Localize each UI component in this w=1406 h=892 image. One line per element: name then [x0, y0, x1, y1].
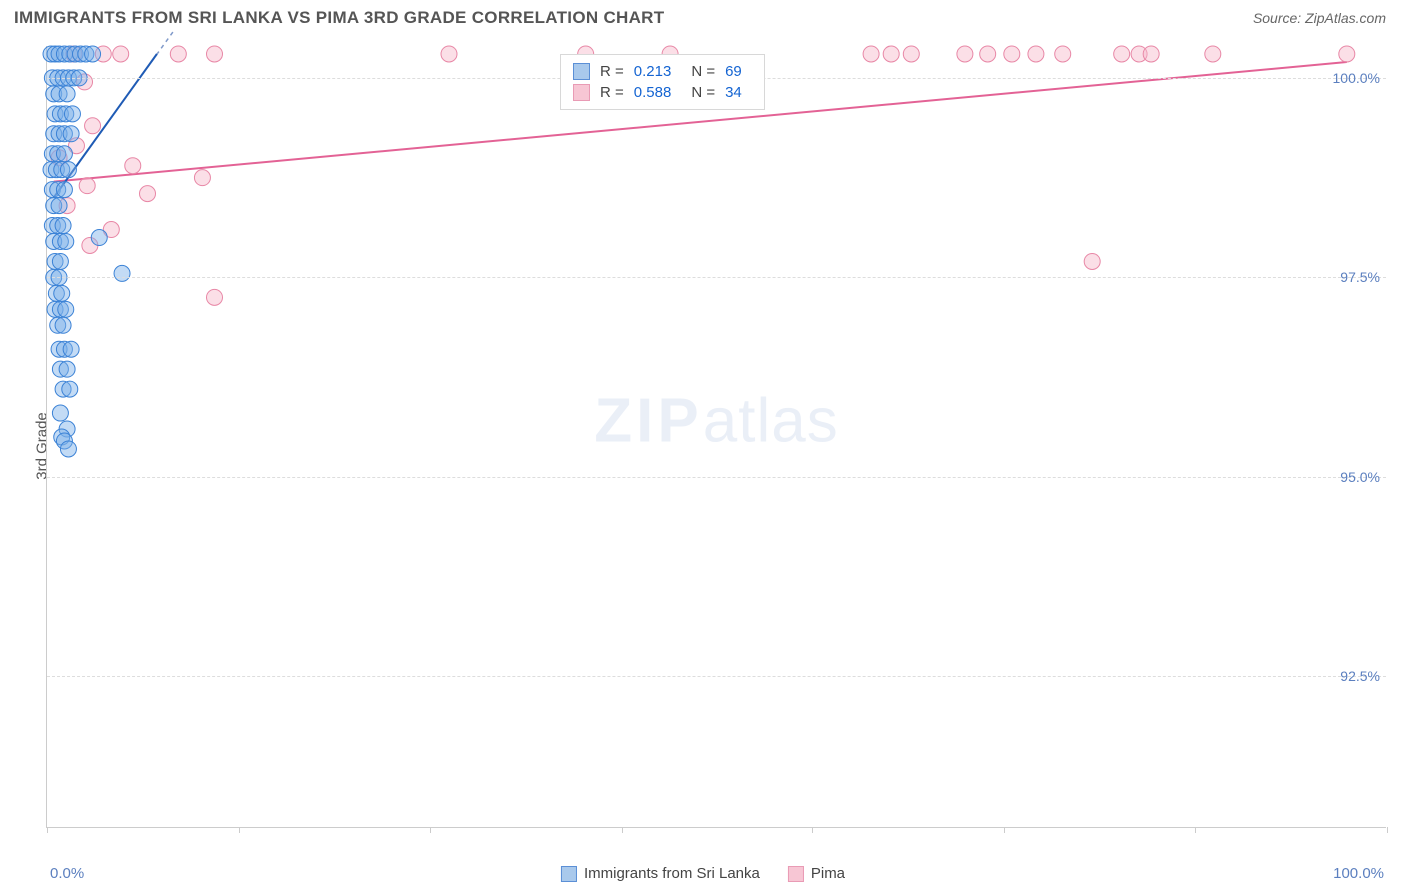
r-value-blue: 0.213 [634, 63, 672, 80]
scatter-svg [47, 46, 1386, 827]
legend-label-blue: Immigrants from Sri Lanka [584, 865, 760, 882]
data-point [85, 118, 101, 134]
data-point [58, 234, 74, 250]
swatch-pink-icon [573, 84, 590, 101]
data-point [55, 317, 71, 333]
source-attribution: Source: ZipAtlas.com [1253, 10, 1386, 26]
x-tick [239, 827, 240, 833]
data-point [980, 46, 996, 62]
x-tick [47, 827, 48, 833]
legend-item-pink: Pima [788, 865, 845, 882]
data-point [54, 285, 70, 301]
r-label: R = [600, 84, 624, 101]
data-point [51, 198, 67, 214]
data-point [1143, 46, 1159, 62]
gridline [47, 477, 1386, 478]
n-value-pink: 34 [725, 84, 742, 101]
y-tick-label: 92.5% [1340, 668, 1380, 684]
x-tick [1195, 827, 1196, 833]
y-tick-label: 95.0% [1340, 469, 1380, 485]
x-tick [1004, 827, 1005, 833]
x-tick [622, 827, 623, 833]
data-point [63, 126, 79, 142]
data-point [52, 405, 68, 421]
stats-row-pink: R = 0.588 N = 34 [573, 82, 752, 103]
data-point [125, 158, 141, 174]
data-point [62, 381, 78, 397]
gridline [47, 277, 1386, 278]
data-point [79, 178, 95, 194]
data-point [60, 162, 76, 178]
data-point [957, 46, 973, 62]
chart-title: IMMIGRANTS FROM SRI LANKA VS PIMA 3RD GR… [14, 8, 664, 28]
data-point [207, 46, 223, 62]
data-point [58, 301, 74, 317]
x-axis-min-label: 0.0% [50, 865, 84, 882]
data-point [56, 146, 72, 162]
data-point [60, 441, 76, 457]
data-point [55, 218, 71, 234]
data-point [1055, 46, 1071, 62]
x-tick [1387, 827, 1388, 833]
data-point [63, 341, 79, 357]
n-label: N = [691, 84, 715, 101]
data-point [1004, 46, 1020, 62]
r-value-pink: 0.588 [634, 84, 672, 101]
y-tick-label: 100.0% [1333, 70, 1380, 86]
n-label: N = [691, 63, 715, 80]
legend-label-pink: Pima [811, 865, 845, 882]
correlation-stats-box: R = 0.213 N = 69 R = 0.588 N = 34 [560, 54, 765, 110]
data-point [56, 182, 72, 198]
data-point [91, 230, 107, 246]
data-point [52, 253, 68, 269]
data-point [113, 46, 129, 62]
data-point [1339, 46, 1355, 62]
data-point [194, 170, 210, 186]
data-point [114, 265, 130, 281]
data-point [441, 46, 457, 62]
data-point [59, 361, 75, 377]
stats-row-blue: R = 0.213 N = 69 [573, 61, 752, 82]
r-label: R = [600, 63, 624, 80]
data-point [207, 289, 223, 305]
data-point [903, 46, 919, 62]
data-point [1205, 46, 1221, 62]
data-point [883, 46, 899, 62]
legend: Immigrants from Sri Lanka Pima [561, 865, 845, 882]
data-point [1084, 253, 1100, 269]
data-point [1028, 46, 1044, 62]
data-point [59, 86, 75, 102]
gridline [47, 676, 1386, 677]
x-tick [812, 827, 813, 833]
x-tick [430, 827, 431, 833]
data-point [85, 46, 101, 62]
y-tick-label: 97.5% [1340, 269, 1380, 285]
data-point [140, 186, 156, 202]
chart-header: IMMIGRANTS FROM SRI LANKA VS PIMA 3RD GR… [0, 0, 1406, 32]
data-point [64, 106, 80, 122]
data-point [1114, 46, 1130, 62]
data-point [170, 46, 186, 62]
plot-area: ZIPatlas 92.5%95.0%97.5%100.0% [46, 46, 1386, 828]
legend-item-blue: Immigrants from Sri Lanka [561, 865, 760, 882]
legend-swatch-blue-icon [561, 866, 577, 882]
n-value-blue: 69 [725, 63, 742, 80]
x-axis-max-label: 100.0% [1333, 865, 1384, 882]
legend-swatch-pink-icon [788, 866, 804, 882]
data-point [863, 46, 879, 62]
swatch-blue-icon [573, 63, 590, 80]
